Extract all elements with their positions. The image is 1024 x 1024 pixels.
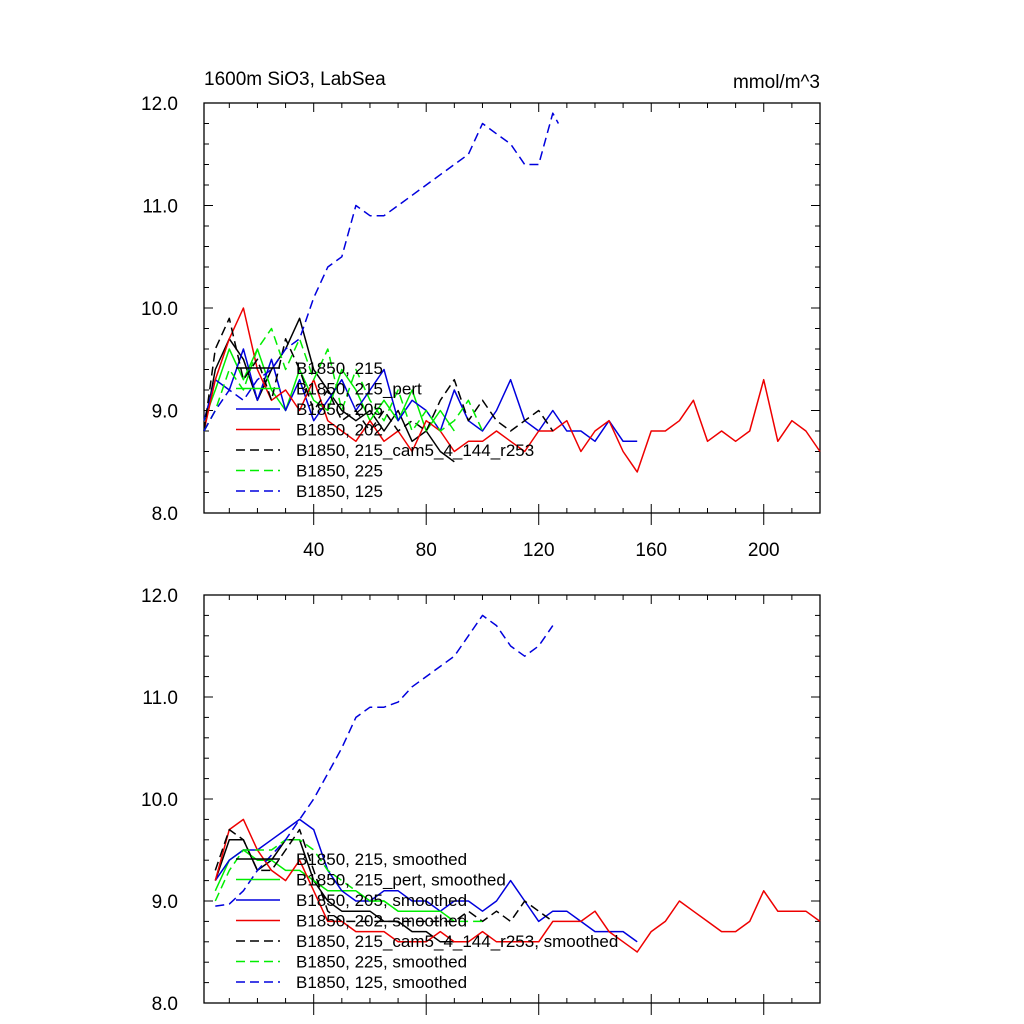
units-label: mmol/m^3	[733, 72, 820, 93]
panel-1: 8.0 9.0 10.0 11.0 12.0 40 80 120 160 200 1600m SiO…	[141, 69, 821, 561]
y-tick-label: 12.0	[141, 586, 178, 607]
y-tick-label: 8.0	[152, 504, 178, 525]
panel-2: 8.0 9.0 10.0 11.0 12.0 B1850, 215, smoothed B1…	[141, 586, 821, 1015]
y-tick-label: 11.0	[142, 688, 178, 709]
legend-label: B1850, 215, smoothed	[296, 850, 467, 869]
x-tick-label: 120	[523, 540, 555, 561]
legend-label: B1850, 202, smoothed	[296, 912, 467, 931]
series-line-6	[214, 839, 483, 923]
y-tick-label: 10.0	[141, 299, 178, 320]
y-tick-label: 9.0	[152, 892, 178, 913]
y-tick-label: 9.0	[152, 402, 178, 423]
y-tick-label: 8.0	[152, 994, 178, 1015]
legend-label: B1850, 215_cam5_4_144_r253	[296, 441, 534, 460]
series-line-2	[203, 348, 455, 432]
y-tick-label: 11.0	[142, 197, 178, 218]
legend-label: B1850, 225, smoothed	[296, 953, 467, 972]
legend-label: B1850, 215_pert	[296, 380, 422, 399]
legend-label: B1850, 215_cam5_4_144_r253, smoothed	[296, 932, 618, 951]
x-tick-label: 80	[416, 540, 437, 561]
series-line-7	[203, 112, 560, 432]
legend-label: B1850, 205, smoothed	[296, 891, 467, 910]
series-line-5	[203, 317, 554, 432]
series-line-3	[214, 818, 638, 943]
x-tick-label: 200	[748, 540, 780, 561]
series-line-4	[203, 307, 821, 473]
series-line-6	[203, 327, 484, 432]
y-tick-label: 12.0	[141, 94, 178, 115]
series-line-5	[214, 828, 554, 923]
chart-title: 1600m SiO3, LabSea	[204, 69, 386, 90]
legend-label: B1850, 215	[296, 359, 383, 378]
legend-label: B1850, 125, smoothed	[296, 973, 467, 992]
series-line-7	[215, 614, 554, 907]
y-tick-label: 10.0	[141, 790, 178, 811]
x-tick-label: 40	[303, 540, 324, 561]
legend-label: B1850, 125	[296, 482, 383, 501]
x-tick-label: 160	[635, 540, 667, 561]
legend-label: B1850, 215_pert, smoothed	[296, 871, 506, 890]
series-line-4	[214, 818, 821, 953]
legend-label: B1850, 202	[296, 421, 383, 440]
legend-label: B1850, 205	[296, 400, 383, 419]
legend-label: B1850, 225	[296, 462, 383, 481]
